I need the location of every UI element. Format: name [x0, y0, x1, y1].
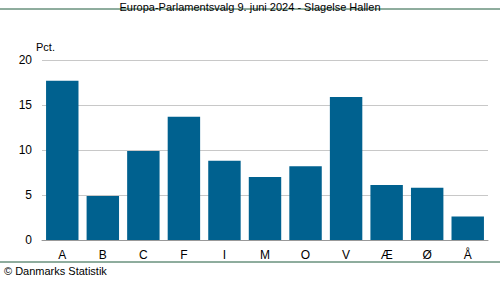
svg-text:M: M — [260, 248, 270, 262]
svg-text:A: A — [58, 248, 66, 262]
svg-text:B: B — [99, 248, 107, 262]
svg-text:10: 10 — [19, 143, 33, 157]
svg-text:O: O — [301, 248, 310, 262]
svg-text:F: F — [180, 248, 187, 262]
svg-text:0: 0 — [25, 233, 32, 247]
svg-text:Æ: Æ — [381, 248, 393, 262]
svg-text:Ø: Ø — [423, 248, 432, 262]
svg-text:5: 5 — [25, 188, 32, 202]
svg-text:C: C — [139, 248, 148, 262]
svg-text:V: V — [342, 248, 350, 262]
svg-text:Å: Å — [464, 247, 472, 262]
svg-text:© Danmarks Statistik: © Danmarks Statistik — [4, 265, 107, 277]
svg-text:Europa-Parlamentsvalg 9. juni: Europa-Parlamentsvalg 9. juni 2024 - Sla… — [119, 1, 380, 13]
svg-text:20: 20 — [19, 53, 33, 67]
svg-text:Pct.: Pct. — [36, 41, 55, 53]
svg-text:I: I — [223, 248, 226, 262]
svg-text:15: 15 — [19, 98, 33, 112]
